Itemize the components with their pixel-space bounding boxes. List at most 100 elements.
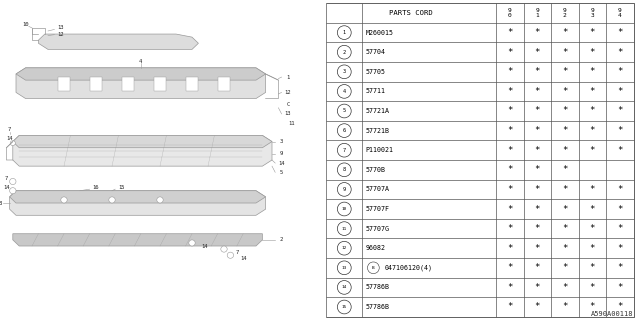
Polygon shape [10,191,266,215]
Text: 3: 3 [280,139,284,144]
Text: *: * [508,204,513,213]
Text: *: * [617,283,623,292]
Text: *: * [589,48,595,57]
Text: 5770B: 5770B [365,167,385,173]
Text: *: * [534,146,540,155]
Text: *: * [617,204,623,213]
Text: *: * [589,28,595,37]
Text: 7: 7 [8,127,12,132]
Text: 11: 11 [288,121,294,126]
Text: *: * [617,48,623,57]
Text: 8: 8 [0,201,2,205]
Polygon shape [10,191,266,203]
Polygon shape [16,68,266,80]
Text: *: * [617,263,623,272]
Circle shape [337,202,351,216]
Text: *: * [589,283,595,292]
Text: 15: 15 [118,185,125,190]
Text: 7: 7 [342,148,346,153]
Text: 16: 16 [93,185,99,190]
Text: *: * [562,263,568,272]
Text: 10: 10 [342,207,347,211]
Text: 14: 14 [278,161,285,165]
Bar [218,77,230,91]
Circle shape [337,182,351,196]
Text: 1: 1 [286,75,290,80]
Circle shape [157,197,163,203]
Text: 96082: 96082 [365,245,385,251]
Text: 9: 9 [280,151,284,156]
Text: *: * [508,185,513,194]
Text: *: * [508,165,513,174]
Text: *: * [562,204,568,213]
Text: *: * [589,126,595,135]
Text: 5: 5 [280,170,284,175]
Text: *: * [617,185,623,194]
Text: *: * [617,87,623,96]
Text: 047106120(4): 047106120(4) [385,265,433,271]
Circle shape [337,281,351,294]
Text: *: * [534,28,540,37]
Text: 9
3: 9 3 [591,8,594,18]
Text: 57707A: 57707A [365,186,389,192]
Text: *: * [534,67,540,76]
Text: 57786B: 57786B [365,304,389,310]
Text: *: * [534,87,540,96]
Text: 57704: 57704 [365,49,385,55]
Text: 11: 11 [342,227,347,231]
Text: 9
2: 9 2 [563,8,567,18]
Text: 57721A: 57721A [365,108,389,114]
Text: *: * [589,107,595,116]
Text: 57705: 57705 [365,69,385,75]
Polygon shape [13,135,272,148]
Text: *: * [617,146,623,155]
Text: *: * [562,283,568,292]
Text: 6: 6 [342,128,346,133]
Bar [122,77,134,91]
Circle shape [337,163,351,177]
Text: 12: 12 [342,246,347,250]
Text: *: * [508,48,513,57]
Circle shape [337,104,351,118]
Text: *: * [589,67,595,76]
Polygon shape [13,234,262,246]
Text: *: * [534,204,540,213]
Text: 3: 3 [342,69,346,74]
Text: *: * [534,107,540,116]
Circle shape [337,84,351,98]
Text: 14: 14 [202,244,208,249]
Text: 13: 13 [58,25,64,30]
Text: 9
0: 9 0 [508,8,512,18]
Text: *: * [508,283,513,292]
Text: *: * [617,224,623,233]
Text: *: * [562,165,568,174]
Text: *: * [589,185,595,194]
Text: *: * [508,126,513,135]
Text: 10: 10 [22,22,29,27]
Text: 57786B: 57786B [365,284,389,291]
Text: *: * [589,224,595,233]
Text: 2: 2 [342,50,346,55]
Text: 4: 4 [342,89,346,94]
Circle shape [221,246,227,252]
Text: *: * [562,67,568,76]
Text: C: C [286,102,290,107]
Text: *: * [562,185,568,194]
Text: 8: 8 [342,167,346,172]
Bar [186,77,198,91]
Text: *: * [589,146,595,155]
Bar [154,77,166,91]
Bar [90,77,102,91]
Text: 12: 12 [58,32,64,36]
Text: 14: 14 [3,185,10,190]
Circle shape [337,124,351,138]
Text: *: * [562,244,568,253]
Text: *: * [617,244,623,253]
Text: *: * [562,107,568,116]
Text: A590A00118: A590A00118 [591,311,634,317]
Text: *: * [534,224,540,233]
Text: *: * [562,126,568,135]
Polygon shape [38,34,198,49]
Circle shape [61,197,67,203]
Text: 57707F: 57707F [365,206,389,212]
